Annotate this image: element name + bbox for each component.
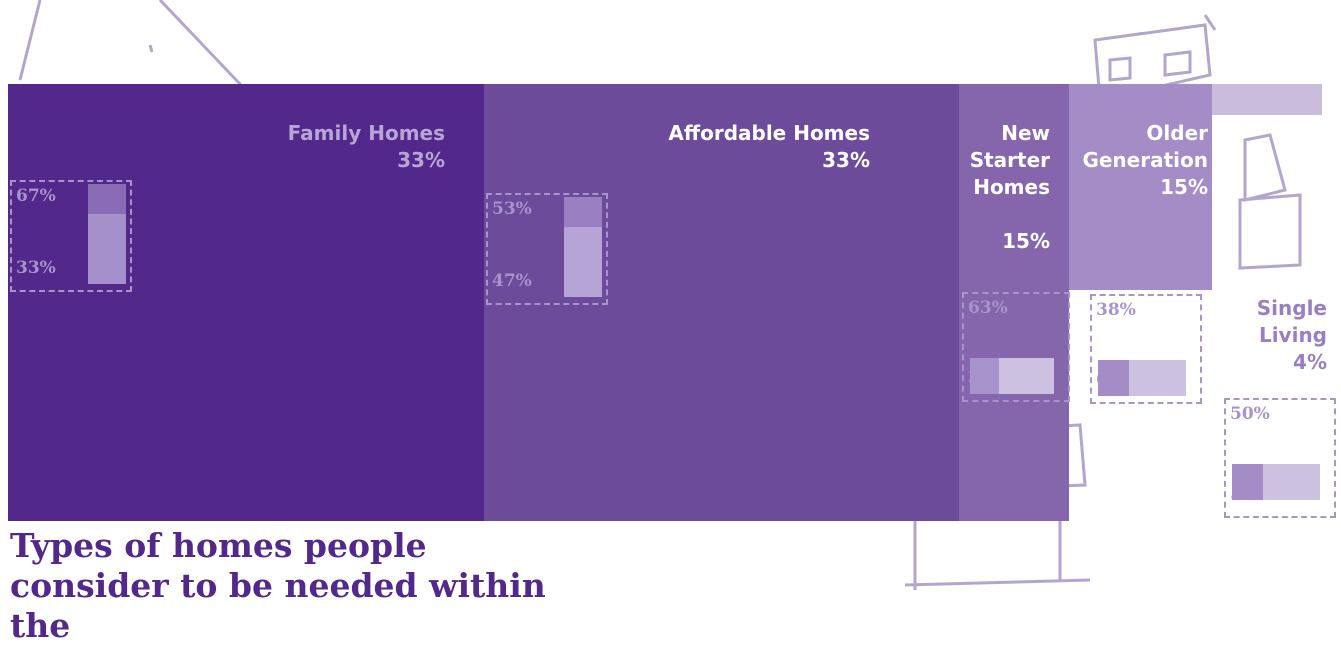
split-value: 67% (16, 186, 56, 206)
split-bar (88, 214, 126, 284)
split-bar (1262, 464, 1320, 500)
split-box (962, 292, 1070, 402)
split-bar (1232, 464, 1263, 500)
page: Family Homes 33% 67% 33% Affordable Homes 33%… (8, 0, 1336, 645)
split-box (10, 180, 132, 292)
segment-label: Family Homes (287, 121, 445, 145)
segment-label: Single Living (1256, 296, 1327, 347)
segment-share: 33% (397, 148, 445, 172)
segment-block (959, 84, 1069, 521)
segment-block (8, 84, 484, 521)
segment-block (1069, 84, 1212, 290)
split-value: 47% (492, 271, 532, 291)
split-bar (1098, 360, 1129, 396)
title: Types of homes people consider to be nee… (10, 526, 546, 645)
segment-share: 4% (1293, 350, 1327, 374)
split-value: 63% (968, 298, 1008, 318)
split-box (486, 193, 608, 305)
segment-share: 15% (1002, 229, 1050, 253)
segment-share: 15% (1160, 175, 1208, 199)
split-bar (564, 227, 602, 297)
segment-share: 33% (822, 148, 870, 172)
segment-block (1212, 84, 1322, 115)
split-bar (1128, 360, 1186, 396)
segment-label: New Starter Homes (969, 121, 1050, 199)
split-value: 38% (1096, 300, 1136, 320)
segment-block (484, 84, 959, 521)
split-bar (999, 358, 1054, 394)
split-value: 33% (16, 258, 56, 278)
sketch-decoration (18, 0, 1302, 590)
split-bar (564, 197, 602, 227)
segment-label: Affordable Homes (668, 121, 870, 145)
split-value: 50% (1230, 404, 1270, 424)
split-box (1224, 398, 1336, 518)
split-bar (970, 358, 1000, 394)
split-box (1090, 294, 1202, 404)
split-value: 53% (492, 199, 532, 219)
split-bar (88, 184, 126, 214)
segment-label: Older Generation (1082, 121, 1208, 172)
